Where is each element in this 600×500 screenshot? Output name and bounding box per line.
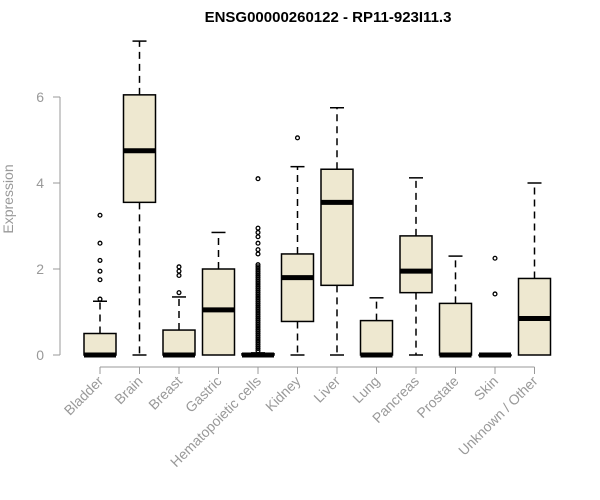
- outlier-point: [294, 135, 301, 141]
- box-gastric: [201, 231, 236, 356]
- outlier-point: [255, 229, 261, 236]
- outlier-point: [97, 296, 103, 302]
- box-breast: [162, 264, 196, 358]
- box-body: [280, 253, 315, 323]
- box-bladder: [83, 212, 117, 358]
- box-body: [399, 235, 433, 294]
- outlier-point: [255, 225, 261, 231]
- chart-title: ENSG00000260122 - RP11-923I11.3: [205, 9, 452, 26]
- box-skin: [478, 255, 512, 358]
- outlier-point: [492, 255, 498, 261]
- x-tick-label: Kidney: [262, 373, 304, 415]
- box-body: [83, 332, 117, 356]
- box-liver: [320, 107, 354, 356]
- x-tick-label: Breast: [145, 373, 185, 413]
- box-body: [320, 168, 354, 287]
- y-axis: 0 2 4 6: [36, 89, 61, 363]
- y-axis-label: Expression: [0, 164, 16, 233]
- y-tick-label: 4: [36, 175, 44, 191]
- outlier-point: [255, 264, 261, 270]
- outlier-point: [97, 212, 103, 218]
- box-body: [438, 302, 473, 356]
- outlier-point: [176, 264, 182, 270]
- outlier-point: [255, 240, 261, 246]
- x-tick-label: Prostate: [413, 373, 461, 421]
- outlier-point: [176, 272, 182, 279]
- outlier-point: [255, 234, 261, 240]
- outlier-point: [255, 247, 261, 253]
- outlier-point: [176, 268, 182, 274]
- y-tick-label: 6: [36, 89, 44, 105]
- x-tick-label: Liver: [310, 373, 343, 406]
- boxes-group: [83, 40, 552, 358]
- box-brain: [122, 40, 157, 356]
- x-tick-label: Brain: [111, 373, 145, 407]
- outlier-point: [97, 240, 103, 246]
- box-pancreas: [399, 177, 433, 356]
- outlier-point: [255, 262, 261, 268]
- box-body: [359, 319, 394, 356]
- box-body: [162, 329, 196, 356]
- x-tick-label: Bladder: [61, 373, 107, 419]
- outlier-point: [97, 257, 103, 263]
- box-lung: [359, 297, 394, 358]
- box-kidney: [280, 135, 315, 356]
- box-prostate: [438, 255, 473, 358]
- outlier-point: [255, 176, 261, 182]
- y-tick-label: 2: [36, 261, 44, 277]
- box-hematopoietic-cells: [241, 176, 275, 358]
- box-unknown-other: [517, 182, 552, 356]
- x-tick-label: Lung: [349, 373, 382, 406]
- outlier-point: [176, 290, 182, 296]
- outlier-point: [492, 291, 498, 297]
- x-tick-label: Skin: [471, 373, 502, 404]
- outlier-point: [255, 251, 261, 257]
- y-tick-label: 0: [36, 347, 44, 363]
- outlier-point: [97, 277, 103, 283]
- outlier-point: [97, 268, 103, 274]
